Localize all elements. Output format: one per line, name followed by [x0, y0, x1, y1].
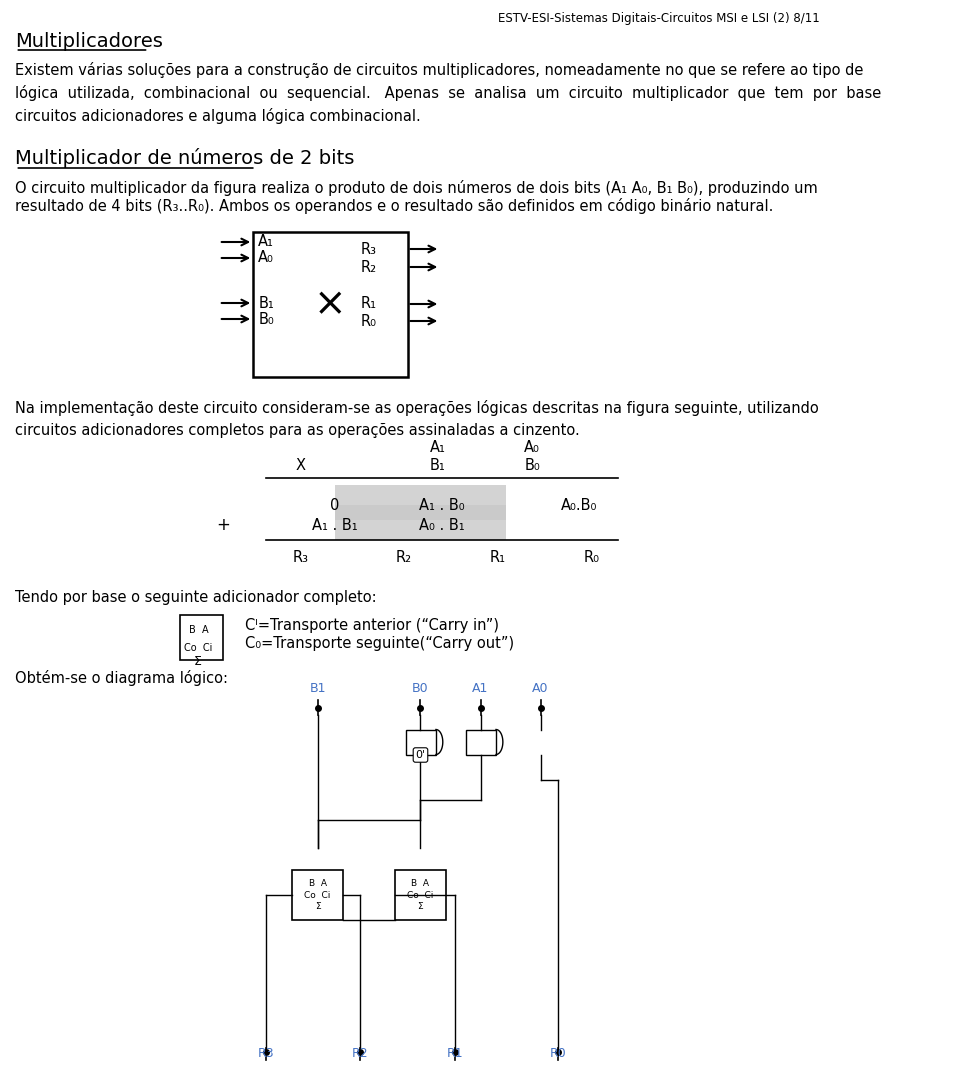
Text: R₂: R₂ [360, 260, 376, 274]
Text: B₁: B₁ [430, 458, 445, 473]
Text: 0': 0' [416, 751, 425, 760]
Text: B₁: B₁ [258, 296, 274, 311]
Text: ×: × [314, 285, 347, 323]
Text: B₀: B₀ [258, 312, 274, 326]
Text: R₀: R₀ [584, 549, 600, 564]
Bar [395, 870, 446, 919]
Text: Tendo por base o seguinte adicionador completo:: Tendo por base o seguinte adicionador co… [15, 590, 377, 605]
Text: R₀: R₀ [360, 313, 376, 328]
Text: A₁: A₁ [430, 441, 445, 456]
Text: A₀: A₀ [258, 250, 275, 265]
Bar [406, 730, 436, 755]
Bar [292, 870, 344, 919]
Text: R1: R1 [446, 1047, 463, 1060]
Text: B1: B1 [309, 682, 325, 695]
Text: B  A
Co  Ci
Σ: B A Co Ci Σ [407, 878, 434, 911]
Text: ESTV-ESI-Sistemas Digitais-Circuitos MSI e LSI (2) 8/11: ESTV-ESI-Sistemas Digitais-Circuitos MSI… [497, 12, 820, 25]
Text: B  A
Co  Ci
Σ: B A Co Ci Σ [304, 878, 330, 911]
Bar [253, 232, 408, 377]
Text: 0: 0 [330, 497, 339, 512]
Text: Multiplicadores: Multiplicadores [15, 32, 163, 51]
Text: R₁: R₁ [360, 297, 376, 312]
Text: A₁: A₁ [258, 235, 275, 249]
Text: B  A: B A [189, 625, 208, 635]
Text: A1: A1 [472, 682, 489, 695]
Text: resultado de 4 bits (R₃..R₀). Ambos os operandos e o resultado são definidos em : resultado de 4 bits (R₃..R₀). Ambos os o… [15, 198, 774, 214]
Text: R₂: R₂ [396, 549, 412, 564]
Text: Co  Ci: Co Ci [184, 643, 213, 653]
Bar [335, 505, 506, 540]
Bar [180, 615, 223, 660]
Text: R0: R0 [549, 1047, 566, 1060]
Text: R₃: R₃ [360, 242, 376, 257]
Text: O circuito multiplicador da figura realiza o produto de dois números de dois bit: O circuito multiplicador da figura reali… [15, 180, 818, 196]
Text: R₃: R₃ [293, 549, 308, 564]
Text: +: + [216, 516, 230, 534]
Text: Σ: Σ [193, 655, 202, 668]
Text: A₀.B₀: A₀.B₀ [561, 497, 597, 512]
Text: Existem várias soluções para a construção de circuitos multiplicadores, nomeadam: Existem várias soluções para a construçã… [15, 62, 881, 125]
Text: R₁: R₁ [490, 549, 506, 564]
Text: Obtém-se o diagrama lógico:: Obtém-se o diagrama lógico: [15, 670, 228, 686]
Text: A₀ . B₁: A₀ . B₁ [420, 518, 465, 533]
Bar [335, 485, 506, 520]
Text: Cᴵ=Transporte anterior (“Carry in”): Cᴵ=Transporte anterior (“Carry in”) [245, 618, 498, 632]
Text: Multiplicador de números de 2 bits: Multiplicador de números de 2 bits [15, 148, 355, 168]
Text: X: X [296, 458, 305, 473]
Text: C₀=Transporte seguinte(“Carry out”): C₀=Transporte seguinte(“Carry out”) [245, 636, 514, 651]
Text: B₀: B₀ [524, 458, 540, 473]
Text: A₁ . B₁: A₁ . B₁ [312, 518, 357, 533]
Text: A0: A0 [533, 682, 549, 695]
Bar [466, 730, 496, 755]
Text: R3: R3 [257, 1047, 275, 1060]
Text: Na implementação deste circuito consideram-se as operações lógicas descritas na : Na implementação deste circuito consider… [15, 400, 819, 438]
Text: A₀: A₀ [524, 441, 540, 456]
Text: R2: R2 [352, 1047, 369, 1060]
Text: B0: B0 [412, 682, 429, 695]
Text: A₁ . B₀: A₁ . B₀ [420, 497, 465, 512]
